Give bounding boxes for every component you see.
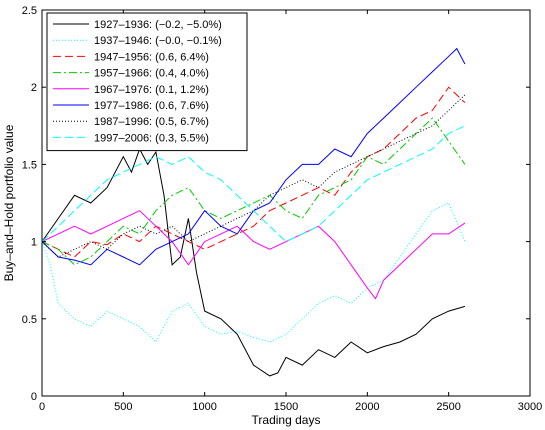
legend-entry: 1937–1946: (−0.0, −0.1%) (94, 35, 222, 47)
y-tick-label: 0.5 (22, 314, 37, 326)
series-lines (41, 47, 466, 377)
y-tick-label: 1.5 (22, 159, 37, 171)
x-tick-label: 500 (114, 401, 132, 413)
x-tick-label: 3000 (518, 401, 542, 413)
x-tick-label: 2500 (436, 401, 460, 413)
series-line-5 (41, 210, 466, 300)
series-line-8 (41, 125, 466, 243)
series-line-6 (41, 47, 466, 266)
legend-entry: 1987–1996: (0.5, 6.7%) (94, 116, 209, 128)
legend-entry: 1927–1936: (−0.2, −5.0%) (94, 19, 222, 31)
legend: 1927–1936: (−0.2, −5.0%) 1937–1946: (−0.0… (46, 12, 248, 152)
legend-entry: 1957–1966: (0.4, 4.0%) (94, 68, 209, 80)
legend-box (46, 12, 248, 152)
x-tick-label: 0 (39, 401, 45, 413)
y-tick-label: 2 (31, 82, 37, 94)
x-tick-label: 1000 (192, 401, 216, 413)
legend-entry: 1967–1976: (0.1, 1.2%) (94, 84, 209, 96)
y-tick-label: 2.5 (22, 5, 37, 17)
y-axis-title: Buy–and–Hold portfolio value (2, 124, 16, 281)
legend-entry: 1997–2006: (0.3, 5.5%) (94, 132, 209, 144)
legend-entry: 1947–1956: (0.6, 6.4%) (94, 51, 209, 63)
x-axis-title: Trading days (252, 413, 321, 427)
x-tick-label: 2000 (355, 401, 379, 413)
legend-entry: 1977–1986: (0.6, 7.6%) (94, 100, 209, 112)
series-line-1 (41, 147, 466, 377)
series-line-3 (41, 86, 466, 258)
y-tick-label: 1 (31, 237, 37, 249)
series-line-2 (41, 202, 466, 343)
axes: 0 500 1000 1500 2000 2500 3000 0 0.5 1 1.5 2 2.5 (22, 5, 543, 413)
series-line-4 (41, 117, 466, 266)
x-tick-label: 1500 (274, 401, 298, 413)
y-tick-label: 0 (31, 391, 37, 403)
